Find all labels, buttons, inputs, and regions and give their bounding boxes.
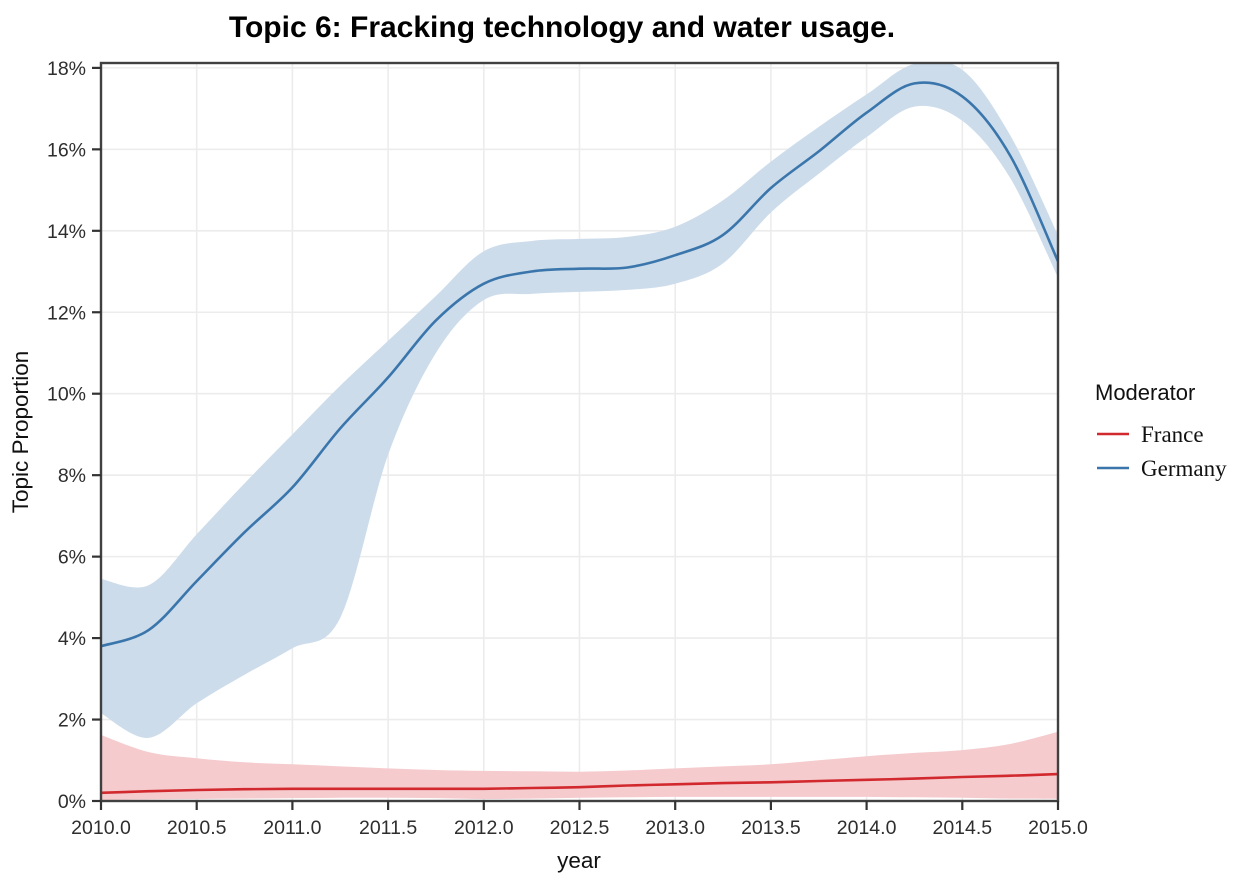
x-tick-label: 2013.5: [741, 817, 801, 839]
y-tick-label: 2%: [58, 710, 86, 732]
france-confidence-band: [101, 731, 1058, 801]
y-tick-label: 4%: [58, 628, 86, 650]
x-tick-label: 2012.5: [550, 817, 610, 839]
y-tick-label: 14%: [47, 221, 86, 243]
chart-title: Topic 6: Fracking technology and water u…: [229, 11, 895, 44]
x-tick-label: 2011.5: [359, 817, 417, 839]
legend-label-germany: Germany: [1141, 456, 1227, 481]
x-tick-label: 2013.0: [645, 817, 705, 839]
y-tick-label: 10%: [47, 384, 86, 406]
y-tick-label: 0%: [58, 791, 86, 813]
plot-panel: 2010.0 2010.5 2011.0 2011.5 2012.0 2012.5 2013…: [47, 58, 1088, 839]
germany-confidence-band: [101, 63, 1058, 738]
legend-item-germany: Germany: [1097, 456, 1227, 481]
x-tick-label: 2010.0: [71, 817, 131, 839]
y-axis-title: Topic Proportion: [8, 351, 33, 514]
legend-title: Moderator: [1095, 380, 1195, 405]
series-lines: [101, 81, 1058, 795]
confidence-bands: [101, 63, 1058, 801]
x-tick-label: 2010.5: [167, 817, 227, 839]
axis-tick-labels: 2010.0 2010.5 2011.0 2011.5 2012.0 2012.5 2013…: [47, 58, 1088, 839]
axis-ticks: [92, 66, 1060, 810]
x-tick-label: 2014.5: [932, 817, 992, 839]
legend: Moderator France Germany: [1095, 380, 1227, 481]
y-tick-label: 6%: [58, 547, 86, 569]
y-tick-label: 16%: [47, 139, 86, 161]
legend-item-france: France: [1097, 422, 1204, 447]
y-tick-label: 12%: [47, 302, 86, 324]
x-tick-label: 2014.0: [837, 817, 897, 839]
x-tick-label: 2012.0: [454, 817, 514, 839]
france-line: [101, 772, 1058, 795]
x-tick-label: 2011.0: [263, 817, 321, 839]
y-tick-label: 8%: [58, 465, 86, 487]
x-tick-label: 2015.0: [1028, 817, 1088, 839]
germany-line: [101, 81, 1058, 648]
y-tick-label: 18%: [47, 58, 86, 80]
x-axis-title: year: [557, 848, 601, 873]
gridlines: [100, 63, 1059, 802]
legend-label-france: France: [1141, 422, 1204, 447]
